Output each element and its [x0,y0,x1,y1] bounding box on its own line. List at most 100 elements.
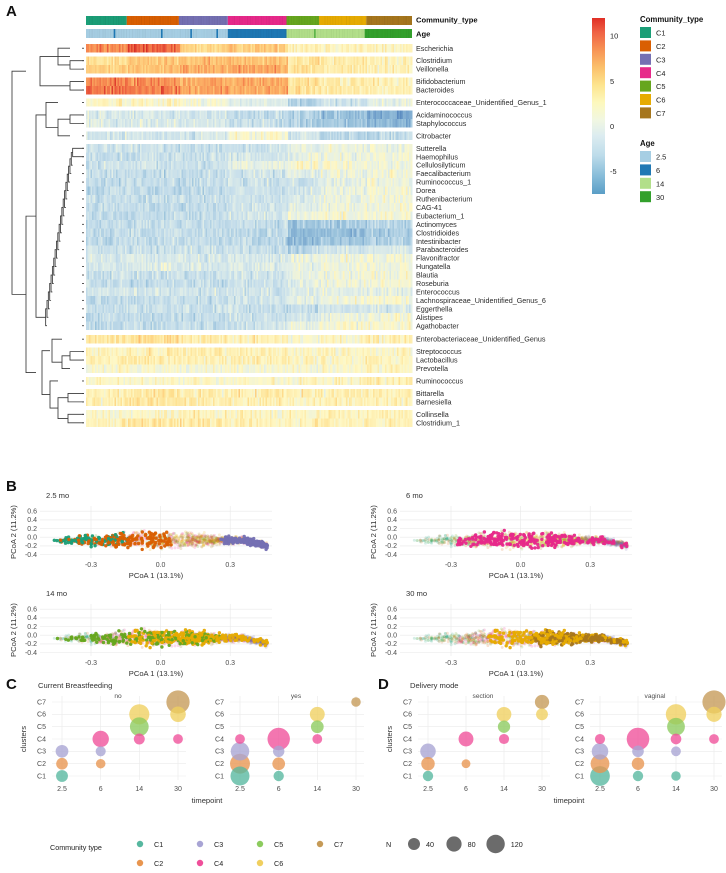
pcoa-point [89,643,93,647]
heatmap-row-label: Dorea [416,186,436,195]
pcoa-point [210,540,214,544]
pcoa-point [196,539,200,543]
pcoa-point [214,536,218,540]
pcoa-point [100,539,104,543]
pcoa-point [181,537,184,541]
pcoa-point [128,535,132,540]
pcoa-point [97,637,101,642]
pcoa-point [191,537,195,541]
pcoa-point [196,540,200,544]
pcoa-point [136,541,141,546]
pcoa-point [555,534,559,539]
pcoa-point [188,531,192,535]
pcoa-point [92,536,96,540]
pcoa-point [195,535,199,539]
pcoa-point [207,539,211,543]
pcoa-point [190,535,194,539]
legend-age-title: Age [640,139,655,148]
pcoa-point [191,539,195,543]
pcoa-point [540,532,544,536]
pcoa-point [210,538,214,542]
pcoa-point [210,540,214,544]
pcoa-point [224,633,228,637]
pcoa-x-axis-title: PCoA 1 (13.1%) [489,571,544,580]
pcoa-point [206,536,210,540]
pcoa-point [568,538,572,543]
pcoa-point [204,536,208,540]
pcoa-point [166,630,171,635]
pcoa-point [188,535,192,539]
pcoa-point [103,634,108,638]
pcoa-point [211,534,215,538]
pcoa-point [198,535,202,539]
pcoa-point [203,538,207,542]
pcoa-point [183,628,188,632]
legend-swatch-C3 [640,53,651,65]
pcoa-point [521,543,526,548]
pcoa-point [416,539,419,542]
pcoa-point [180,535,184,539]
pcoa-point [207,541,210,545]
pcoa-point [80,638,84,642]
pcoa-point [148,548,152,552]
pcoa-y-tick: 0.2 [27,526,37,533]
pcoa-point [227,636,231,640]
pcoa-point [470,535,475,540]
pcoa-point [216,539,220,543]
legend-label-age-30: 30 [656,193,664,202]
pcoa-point [206,542,210,546]
pcoa-point [208,541,212,545]
pcoa-point [211,538,215,542]
pcoa-point [135,628,139,633]
pcoa-point [191,535,195,539]
pcoa-point [168,533,172,537]
heatmap-row-label: Veillonella [416,65,448,74]
pcoa-point [185,538,189,542]
pcoa-point [173,632,178,637]
pcoa-point [123,634,127,639]
pcoa-point [149,531,153,536]
pcoa-point [208,537,211,541]
pcoa-point [212,541,216,545]
pcoa-point [202,544,206,548]
pcoa-point [438,534,441,538]
pcoa-point [528,545,532,549]
heatmap-row-label: Lachnospiraceae_Unidentified_Genus_6 [416,296,546,305]
pcoa-point [186,538,190,542]
pcoa-point [212,535,216,539]
pcoa-point [533,546,537,550]
pcoa-point [101,640,106,645]
pcoa-point [204,538,208,542]
pcoa-point [182,535,186,538]
pcoa-point [197,541,200,545]
pcoa-point [170,533,174,537]
pcoa-point [114,631,117,635]
pcoa-point [197,540,201,544]
pcoa-point [207,537,211,541]
pcoa-point [212,540,216,544]
pcoa-point [195,539,199,543]
pcoa-point [207,535,211,538]
pcoa-point [170,537,174,541]
pcoa-point [193,537,197,541]
pcoa-point [206,542,209,545]
pcoa-point [499,540,503,544]
pcoa-facet-title: 14 mo [46,589,67,598]
pcoa-point [181,544,185,548]
pcoa-x-tick: 0.0 [516,562,526,569]
pcoa-point [136,534,140,538]
pcoa-point [90,636,94,641]
pcoa-point [208,539,212,543]
heatmap-row-label: Enterococcaceae_Unidentified_Genus_1 [416,98,547,107]
pcoa-point [142,626,146,630]
pcoa-point [190,538,194,542]
pcoa-point [592,542,596,547]
pcoa-point [188,542,192,546]
heatmap-row-label: Sutterella [416,144,446,153]
pcoa-point [180,535,184,539]
pcoa-point [104,544,108,548]
pcoa-point [190,536,194,540]
pcoa-point [186,535,190,539]
pcoa-facet-title: 30 mo [406,589,427,598]
pcoa-point [174,541,178,545]
